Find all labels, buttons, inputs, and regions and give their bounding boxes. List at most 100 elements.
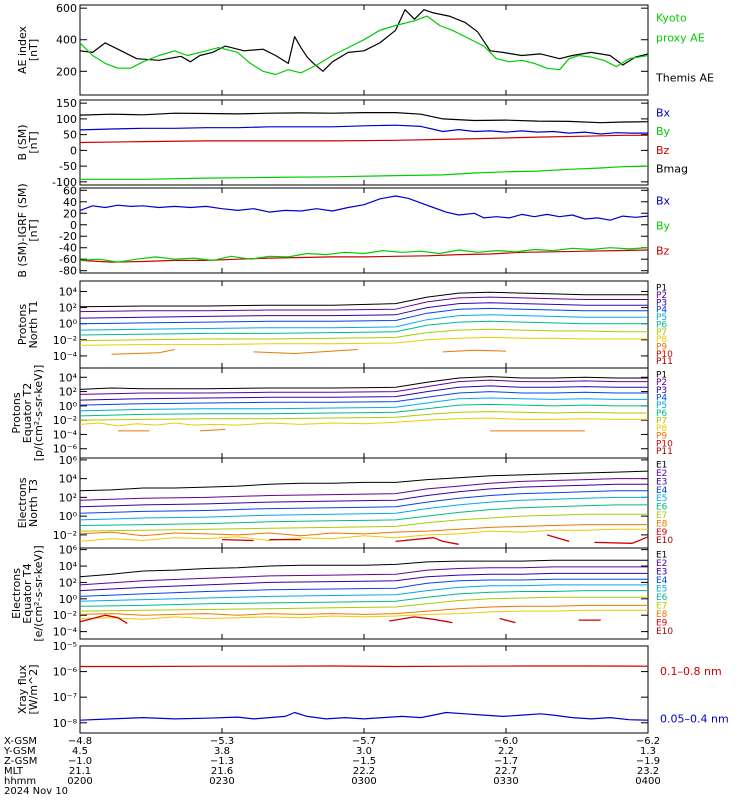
y-tick-label: 10⁰ [59,510,78,523]
series-e10 [389,616,453,624]
y-tick-label: 150 [56,97,77,110]
series-p7 [79,411,648,421]
y-tick-label: 0 [70,219,77,232]
x-row-value: 2.2 [498,746,514,757]
x-row-label: MLT [4,766,24,777]
legend-entry: Bx [656,194,671,207]
series-bx [79,124,648,135]
y-tick-label: 600 [56,2,77,15]
y-tick-label: 10⁴ [59,473,78,486]
y-axis-label: ElectronsEquator T4[e/(cm²-s-sr-keV)] [10,545,45,641]
series-p5 [79,397,648,412]
y-tick-label: 10⁻² [53,609,77,622]
y-tick-label: -100 [52,176,77,189]
series-e5 [79,496,648,521]
y-tick-label: -40 [59,242,77,255]
x-row-label: Y-GSM [3,746,36,757]
panel-1: 600 400 200 AE index[nT] Kyoto proxy AE Themis… [16,2,714,96]
panel-frame [79,645,649,734]
y-axis-label: B (SM)[nT] [16,124,40,160]
legend-entry: E4 [656,486,668,496]
legend-entry: E10 [656,536,673,546]
x-row-label: X-GSM [4,736,37,747]
series-e9 [79,609,648,620]
legend-entry: P9 [656,343,667,353]
legend-entry: E2 [656,469,667,479]
legend-entry: P2 [656,291,667,301]
series-p8 [79,336,648,346]
legend-entry: 0.1–0.8 nm [660,665,722,678]
legend-entry: E6 [656,593,668,603]
y-axis-label: AE index[nT] [16,25,40,74]
y-tick-label: -50 [59,160,77,173]
series-e2 [79,478,648,501]
series-e3 [79,572,648,592]
series-e10 [221,538,254,542]
legend-entry: P1 [656,284,667,294]
panel-4: 10⁴ 10² 10⁰ 10⁻² 10⁻⁴ ProtonsNorth T1 P1P2P3P4… [16,280,673,369]
legend-entry: E9 [656,619,668,629]
panel-7: 10⁶ 10⁴ 10² 10⁰ 10⁻² 10⁻⁴ ElectronsEquator T4[… [10,544,673,642]
x-row-value: 21.1 [69,766,91,777]
series-p1 [79,376,648,390]
y-tick-label: 10² [59,576,77,589]
series-e6 [79,504,648,526]
x-row-value: 23.2 [637,766,659,777]
y-axis-label: B (SM)-IGRF (SM)[nT] [16,183,40,277]
y-tick-label: 10⁻⁴ [53,626,78,639]
y-tick-label: 10⁻⁶ [53,666,78,679]
series-p9 [199,428,226,432]
y-tick-label: 10² [59,386,77,399]
series-p4 [79,391,648,406]
series-e4 [79,490,648,514]
legend-entry: P7 [656,416,667,426]
legend-entry: P4 [656,306,667,316]
series-0-05-0-4-nm [79,711,649,721]
legend-entry: E10 [656,627,673,637]
legend-entry: Bmag [656,163,688,176]
series-bmag [79,112,649,124]
series-e1 [79,470,649,492]
series-e10 [546,534,570,543]
y-tick-label: 10⁻⁴ [53,428,78,441]
x-row-value: −6.0 [494,736,518,747]
series-e8 [79,524,648,537]
legend-entry: E7 [656,602,667,612]
x-row-value: −1.5 [352,756,376,767]
series-p9 [253,349,358,354]
legend-entry: P6 [656,409,667,419]
y-tick-label: 200 [56,65,77,78]
y-tick-label: 10⁻⁸ [53,717,78,730]
series-e10 [79,614,128,624]
series-by [80,165,649,180]
y-tick-label: 10⁻⁷ [53,691,77,704]
x-row-value: −6.2 [636,736,660,747]
y-tick-label: 10⁻² [53,529,77,542]
legend-entry: P10 [656,350,673,360]
legend-entry: E8 [656,610,668,620]
legend-entry: P3 [656,298,667,308]
series-by [79,247,649,263]
x-row-value: −1.3 [210,756,234,767]
x-row-value: −4.8 [68,736,92,747]
legend-entry: E5 [656,494,667,504]
series-0-1-0-8-nm [80,665,649,668]
legend-entry: Kyoto [656,11,687,24]
series-p9 [442,349,507,353]
legend-entry: P2 [656,378,667,388]
y-tick-label: 10⁻² [53,334,77,347]
panel-8: 10⁻⁵ 10⁻⁶ 10⁻⁷ 10⁻⁸ Xray flux[W/m^2] 0.1–0.8 … [16,640,729,734]
x-row-label: hhmm [4,776,36,787]
y-tick-label: -80 [59,265,77,278]
legend-entry: P11 [656,357,673,367]
series-bz [79,249,649,263]
series-e7 [79,596,648,612]
y-tick-label: 40 [63,196,77,209]
y-tick-label: 10² [59,302,77,315]
series-e5 [79,584,648,602]
legend-entry: E5 [656,585,667,595]
series-e1 [79,559,648,578]
series-themis-ae [79,9,649,72]
y-axis-label: ProtonsNorth T1 [16,301,40,349]
legend-entry: P5 [656,401,667,411]
